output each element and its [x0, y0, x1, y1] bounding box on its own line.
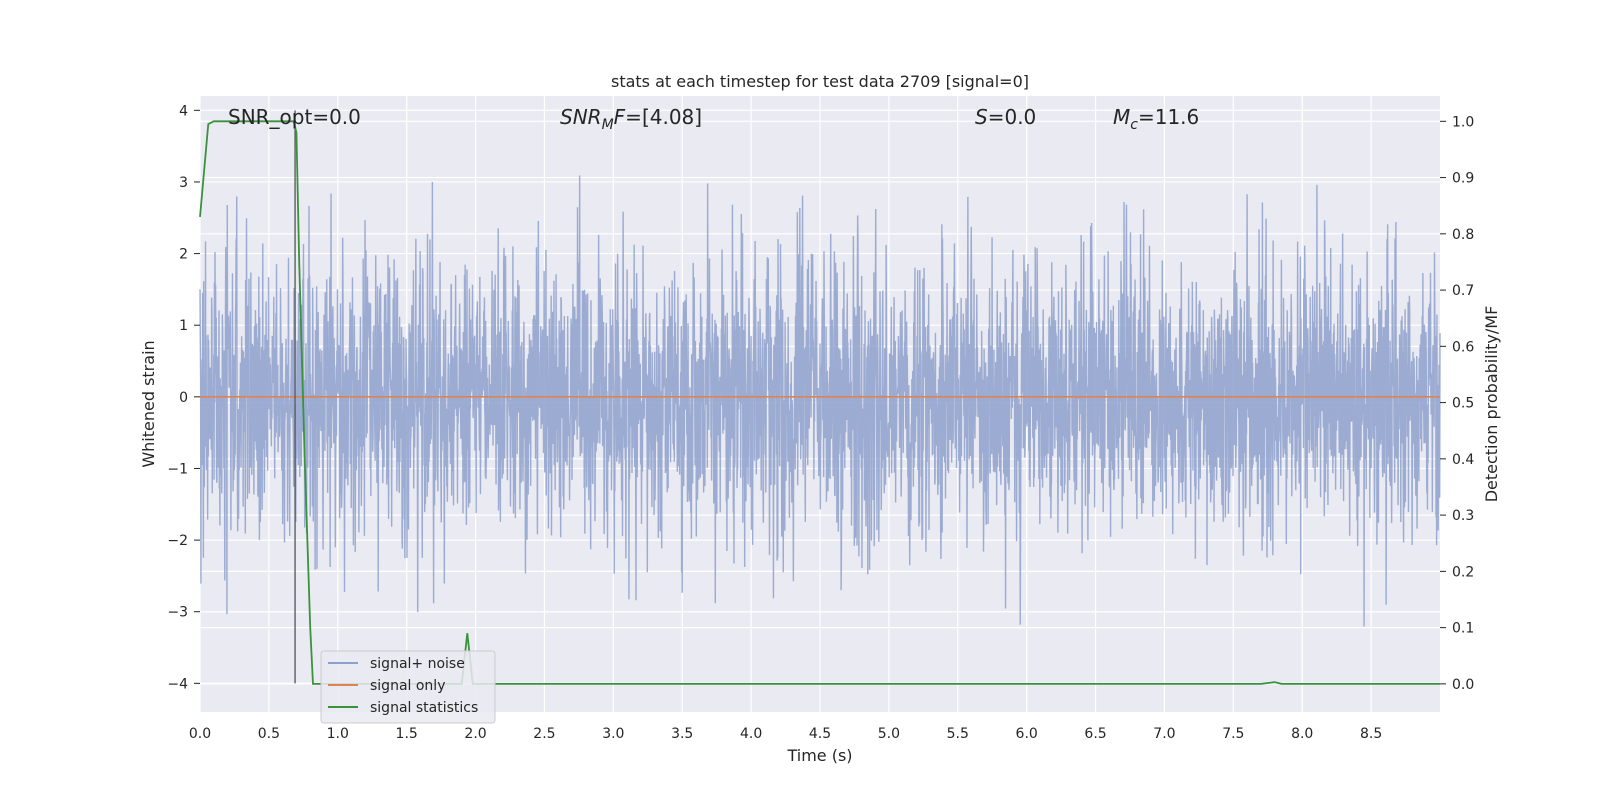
- chart-title: stats at each timestep for test data 270…: [611, 72, 1029, 91]
- x-tick-label: 6.0: [1016, 726, 1038, 742]
- y2-tick-label: 0.6: [1452, 339, 1474, 355]
- annotation-s: S=0.0: [975, 105, 1036, 129]
- y-tick-label: −2: [167, 533, 188, 549]
- x-tick-label: 4.0: [740, 726, 762, 742]
- x-tick-label: 3.0: [602, 726, 624, 742]
- x-tick-label: 3.5: [671, 726, 693, 742]
- x-tick-label: 7.0: [1153, 726, 1175, 742]
- y-tick-label: 2: [179, 247, 188, 263]
- x-tick-label: 4.5: [809, 726, 831, 742]
- y-tick-label: 3: [179, 175, 188, 191]
- x-tick-label: 2.5: [533, 726, 555, 742]
- y-tick-label: 4: [179, 103, 188, 119]
- y2-tick-label: 0.2: [1452, 564, 1474, 580]
- y2-tick-label: 0.8: [1452, 227, 1474, 243]
- y-tick-label: 0: [179, 390, 188, 406]
- legend-label-signal-only: signal only: [370, 678, 445, 694]
- y2-tick-label: 0.3: [1452, 508, 1474, 524]
- legend-box: [320, 650, 496, 724]
- x-tick-label: 0.5: [258, 726, 280, 742]
- annotation-s-value: 0.0: [1004, 105, 1036, 129]
- y-tick-label: −1: [167, 461, 188, 477]
- annotation-mc: Mc=11.6: [1113, 105, 1199, 133]
- annotation-snr-mf: SNRMF=[4.08]: [560, 105, 702, 133]
- noise-line: [199, 175, 1441, 627]
- x-tick-label: 6.5: [1084, 726, 1106, 742]
- x-axis-ticks: 0.0 0.5 1.0 1.5 2.0 2.5 3.0 3.5 4.0 4.5 5.0 5.5 6.0 6…: [189, 726, 1382, 742]
- annotation-snr-mf-value: [4.08]: [642, 105, 702, 129]
- y2-tick-label: 0.1: [1452, 621, 1474, 637]
- y2-tick-label: 0.5: [1452, 396, 1474, 412]
- x-tick-label: 1.0: [327, 726, 349, 742]
- legend: signal+ noise signal only signal statist…: [320, 650, 496, 724]
- y2-tick-label: 0.4: [1452, 452, 1474, 468]
- annotation-snr-opt: SNR_opt=0.0: [228, 105, 361, 129]
- x-axis-label: Time (s): [786, 746, 852, 765]
- x-tick-label: 1.5: [396, 726, 418, 742]
- x-tick-label: 8.0: [1291, 726, 1313, 742]
- y2-axis-label: Detection probability/MF: [1482, 306, 1501, 503]
- y-axis-label: Whitened strain: [139, 340, 158, 467]
- y-tick-label: −3: [167, 605, 188, 621]
- x-tick-label: 0.0: [189, 726, 211, 742]
- x-tick-label: 2.0: [464, 726, 486, 742]
- series-signal-noise: [199, 175, 1441, 627]
- legend-label-signal-statistics: signal statistics: [370, 700, 478, 716]
- x-tick-label: 8.5: [1360, 726, 1382, 742]
- annotation-mc-value: 11.6: [1155, 105, 1200, 129]
- legend-label-signal-noise: signal+ noise: [370, 656, 465, 672]
- y2-tick-label: 0.9: [1452, 171, 1474, 187]
- y2-axis-ticks: 0.0 0.1 0.2 0.3 0.4 0.5 0.6 0.7 0.8 0.9 1.0: [1440, 114, 1474, 693]
- y-axis-ticks: −4 −3 −2 −1 0 1 2 3 4: [167, 103, 200, 692]
- y2-tick-label: 0.7: [1452, 283, 1474, 299]
- y2-tick-label: 1.0: [1452, 114, 1474, 130]
- x-tick-label: 5.5: [947, 726, 969, 742]
- x-tick-label: 5.0: [878, 726, 900, 742]
- y-tick-label: 1: [179, 318, 188, 334]
- y2-tick-label: 0.0: [1452, 677, 1474, 693]
- x-tick-label: 7.5: [1222, 726, 1244, 742]
- y-tick-label: −4: [167, 676, 188, 692]
